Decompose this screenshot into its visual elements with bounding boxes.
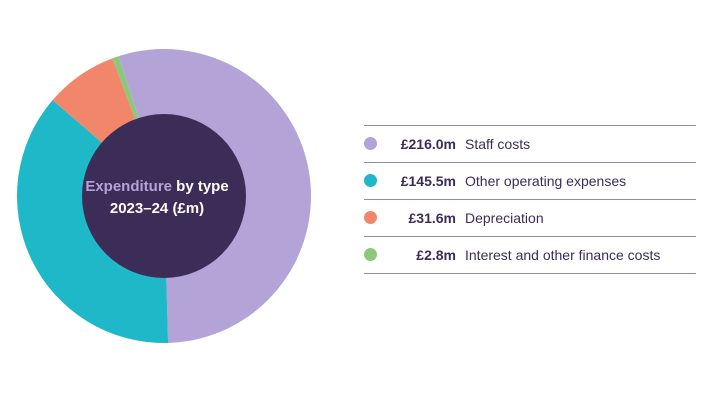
legend-value: £145.5m [400, 173, 456, 189]
chart-title: Expenditure by type 2023–24 (£m) [82, 176, 232, 220]
title-highlight: Expenditure [85, 178, 172, 195]
donut-center [82, 114, 246, 278]
legend-dot [364, 248, 377, 261]
legend-value: £216.0m [400, 136, 456, 152]
legend-value: £31.6m [408, 210, 456, 226]
legend-label: Depreciation [465, 210, 544, 226]
legend-dot [364, 137, 377, 150]
legend-label: Staff costs [465, 136, 531, 152]
legend-item-interest-finance-costs: £2.8m Interest and other finance costs [364, 237, 696, 274]
legend-label: Interest and other finance costs [465, 247, 661, 263]
legend-dot [364, 174, 377, 187]
legend-top-rule [364, 125, 696, 126]
legend-value: £2.8m [416, 247, 456, 263]
legend-item-staff-costs: £216.0m Staff costs [364, 126, 696, 163]
legend-item-depreciation: £31.6m Depreciation [364, 200, 696, 237]
chart-legend: £216.0m Staff costs £145.5m Other operat… [364, 125, 696, 274]
title-line-1: Expenditure by type [82, 176, 232, 198]
legend-item-other-operating-expenses: £145.5m Other operating expenses [364, 163, 696, 200]
title-suffix: by type [176, 178, 229, 195]
legend-label: Other operating expenses [465, 173, 627, 189]
title-line-2: 2023–24 (£m) [109, 200, 205, 217]
legend-dot [364, 211, 377, 224]
